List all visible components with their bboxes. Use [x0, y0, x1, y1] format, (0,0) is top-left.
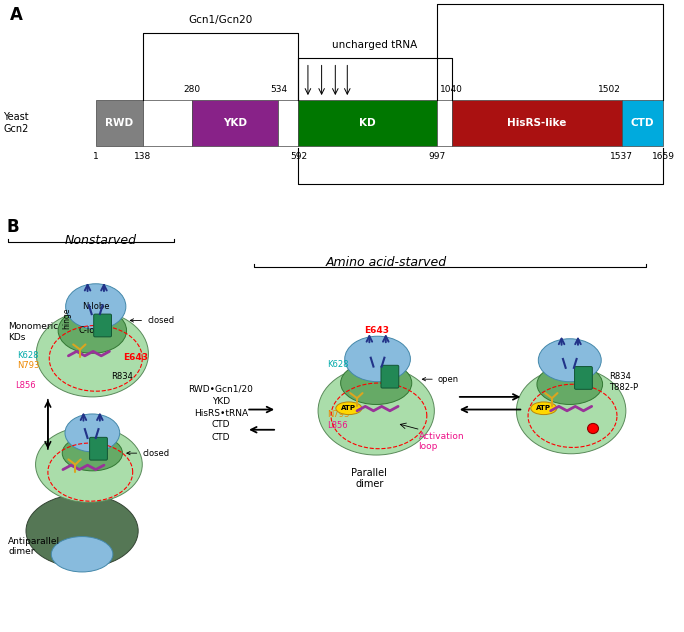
Text: Amino acid-starved: Amino acid-starved [326, 256, 447, 269]
Text: T882-P: T882-P [609, 383, 638, 392]
Text: HisRS•tRNA: HisRS•tRNA [194, 410, 248, 418]
Text: K628: K628 [327, 360, 348, 368]
Ellipse shape [58, 308, 127, 353]
Text: R834: R834 [111, 372, 133, 380]
FancyBboxPatch shape [94, 314, 111, 337]
Text: Antiparallel
dimer: Antiparallel dimer [8, 537, 60, 556]
Text: RWD•Gcn1/20: RWD•Gcn1/20 [189, 384, 253, 393]
Text: RWD: RWD [105, 118, 133, 128]
Ellipse shape [341, 362, 412, 404]
FancyBboxPatch shape [575, 367, 592, 389]
Text: C-lobe: C-lobe [79, 326, 106, 335]
Text: 1: 1 [93, 152, 99, 161]
Ellipse shape [36, 427, 142, 502]
Bar [437, 100, 451, 146]
Text: N793: N793 [17, 361, 40, 370]
Text: Nonstarved: Nonstarved [65, 234, 137, 247]
Ellipse shape [336, 402, 362, 415]
Text: 534: 534 [270, 85, 287, 94]
Text: YKD: YKD [223, 118, 247, 128]
Text: ATP: ATP [341, 405, 356, 411]
Text: Gcn1/Gcn20: Gcn1/Gcn20 [189, 15, 253, 25]
FancyBboxPatch shape [381, 365, 399, 388]
Text: N793: N793 [327, 410, 350, 419]
Text: 592: 592 [290, 152, 307, 161]
Text: L856: L856 [15, 381, 36, 390]
Text: 138: 138 [134, 152, 152, 161]
Bar [96, 100, 143, 146]
Ellipse shape [537, 364, 603, 404]
Text: K628: K628 [17, 351, 38, 360]
Ellipse shape [62, 435, 122, 471]
Text: closed: closed [130, 316, 174, 325]
Ellipse shape [66, 284, 126, 329]
Text: L856: L856 [327, 421, 347, 430]
Text: KD: KD [359, 118, 376, 128]
Bar [192, 100, 278, 146]
Ellipse shape [318, 367, 434, 455]
Ellipse shape [516, 368, 626, 454]
Ellipse shape [538, 339, 601, 382]
Ellipse shape [345, 336, 410, 382]
Text: CTD: CTD [211, 420, 231, 429]
Text: uncharged tRNA: uncharged tRNA [332, 40, 418, 50]
Text: E643: E643 [364, 326, 389, 335]
Text: YKD: YKD [212, 397, 230, 406]
Bar [143, 100, 192, 146]
Text: Parallel
dimer: Parallel dimer [352, 468, 387, 489]
Text: CTD: CTD [631, 118, 655, 128]
Text: 1659: 1659 [652, 152, 675, 161]
Ellipse shape [588, 423, 598, 434]
Text: Activation
loop: Activation loop [419, 432, 464, 451]
Text: B: B [7, 218, 19, 236]
Text: closed: closed [127, 449, 170, 458]
Text: 997: 997 [428, 152, 445, 161]
Ellipse shape [26, 494, 138, 568]
Text: N-lobe: N-lobe [82, 302, 109, 311]
Ellipse shape [51, 537, 113, 572]
Bar [451, 100, 622, 146]
Text: Monomeric
KDs: Monomeric KDs [8, 322, 58, 341]
Ellipse shape [531, 402, 557, 415]
Text: R834: R834 [609, 372, 631, 381]
Text: hinge: hinge [62, 307, 71, 329]
Text: open: open [422, 375, 459, 384]
Text: 1502: 1502 [598, 85, 621, 94]
Text: CTD: CTD [211, 433, 231, 442]
Bar [278, 100, 298, 146]
Ellipse shape [36, 311, 148, 397]
Text: E643: E643 [123, 353, 148, 362]
Text: 280: 280 [183, 85, 200, 94]
Text: ATP: ATP [536, 405, 551, 411]
Text: 1537: 1537 [610, 152, 633, 161]
Text: HisRS-like: HisRS-like [507, 118, 566, 128]
Ellipse shape [65, 414, 120, 452]
Bar [298, 100, 437, 146]
Text: Yeast
Gcn2: Yeast Gcn2 [3, 112, 29, 134]
FancyBboxPatch shape [90, 437, 107, 460]
Text: A: A [10, 6, 23, 24]
Bar [622, 100, 663, 146]
Text: 1040: 1040 [440, 85, 463, 94]
